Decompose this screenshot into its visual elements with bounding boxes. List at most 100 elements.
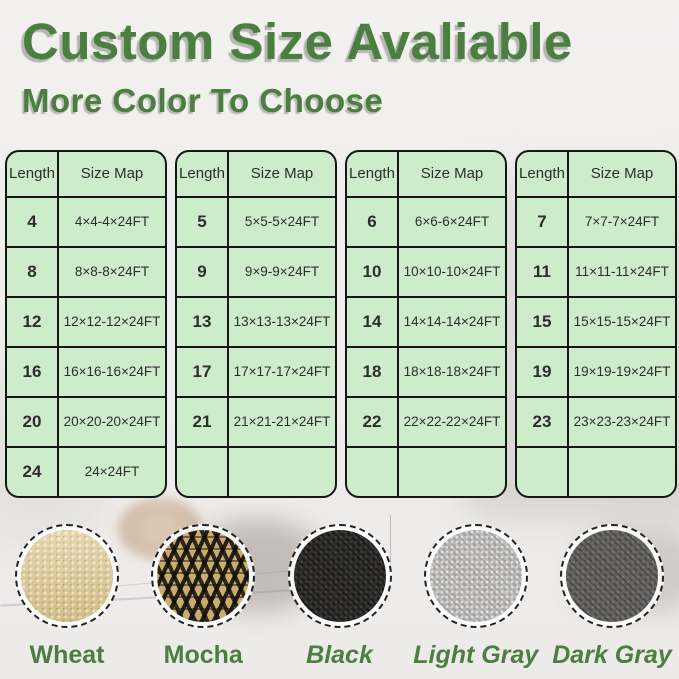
size-map-cell: 24×24FT: [57, 446, 165, 496]
size-map-cell: [567, 446, 675, 496]
swatch-wheat: Wheat: [8, 524, 126, 670]
size-map-cell: 15×15-15×24FT: [567, 296, 675, 346]
table-row: 18 18×18-18×24FT: [347, 346, 505, 396]
light-gray-fabric-circle: [429, 530, 522, 622]
size-map-cell: 4×4-4×24FT: [57, 196, 165, 246]
size-map-column-header: Size Map: [227, 152, 335, 196]
table-row: 24 24×24FT: [7, 446, 165, 496]
length-cell: 19: [517, 346, 567, 396]
length-cell: [177, 446, 227, 496]
length-cell: 24: [7, 446, 57, 496]
size-map-column-header: Size Map: [567, 152, 675, 196]
light-gray-swatch-ring: [423, 524, 528, 628]
length-cell: 12: [7, 296, 57, 346]
table-row: 14 14×14-14×24FT: [347, 296, 505, 346]
length-cell: 11: [517, 246, 567, 296]
length-cell: 18: [347, 346, 397, 396]
length-column-header: Length: [9, 165, 55, 183]
dark-gray-swatch-ring: [560, 524, 664, 628]
size-tables: Length Size Map 4 4×4-4×24FT 8 8×8-8×24FT 12 12…: [5, 150, 677, 498]
size-map-cell: 12×12-12×24FT: [57, 296, 165, 346]
length-cell: 21: [177, 396, 227, 446]
size-map-cell: [397, 446, 505, 496]
length-cell: 22: [347, 396, 397, 446]
table-row: 9 9×9-9×24FT: [177, 246, 335, 296]
wheat-fabric-circle: [21, 530, 113, 622]
table-row: 23 23×23-23×24FT: [517, 396, 675, 446]
table-header-row: Length Size Map: [517, 152, 675, 196]
wheat-label: Wheat: [29, 641, 105, 669]
table-row: 22 22×22-22×24FT: [347, 396, 505, 446]
mocha-swatch-ring: [151, 524, 256, 628]
size-table-1: Length Size Map 4 4×4-4×24FT 8 8×8-8×24FT 12 12…: [5, 150, 167, 498]
table-row: [517, 446, 675, 496]
table-row: [347, 446, 505, 496]
page-title: Custom Size Avaliable: [22, 13, 573, 70]
table-row: 12 12×12-12×24FT: [7, 296, 165, 346]
length-cell: 23: [517, 396, 567, 446]
length-cell: 6: [347, 196, 397, 246]
mocha-label: Mocha: [163, 641, 243, 669]
size-map-cell: 19×19-19×24FT: [567, 346, 675, 396]
size-table-2: Length Size Map 5 5×5-5×24FT 9 9×9-9×24FT 13 13…: [175, 150, 337, 498]
size-map-column-header: Size Map: [57, 152, 165, 196]
size-map-column-header: Size Map: [397, 152, 505, 196]
length-cell: 10: [347, 246, 397, 296]
table-row: 6 6×6-6×24FT: [347, 196, 505, 246]
mocha-fabric-circle: [157, 530, 250, 622]
size-map-cell: 16×16-16×24FT: [57, 346, 165, 396]
table-row: 13 13×13-13×24FT: [177, 296, 335, 346]
size-map-cell: 23×23-23×24FT: [567, 396, 675, 446]
size-map-cell: 6×6-6×24FT: [397, 196, 505, 246]
size-table-3: Length Size Map 6 6×6-6×24FT 10 10×10-10×24FT…: [345, 150, 507, 498]
table-header-row: Length Size Map: [177, 152, 335, 196]
size-map-cell: 8×8-8×24FT: [57, 246, 165, 296]
size-map-cell: 21×21-21×24FT: [227, 396, 335, 446]
table-row: 19 19×19-19×24FT: [517, 346, 675, 396]
size-map-cell: 18×18-18×24FT: [397, 346, 505, 396]
size-map-cell: 20×20-20×24FT: [57, 396, 165, 446]
page-subtitle: More Color To Choose: [22, 82, 384, 119]
length-cell: [347, 446, 397, 496]
length-cell: [517, 446, 567, 496]
size-map-cell: 22×22-22×24FT: [397, 396, 505, 446]
black-swatch-ring: [287, 524, 392, 628]
table-row: 8 8×8-8×24FT: [7, 246, 165, 296]
black-fabric-circle: [293, 530, 386, 622]
length-cell: 5: [177, 196, 227, 246]
size-map-cell: 17×17-17×24FT: [227, 346, 335, 396]
table-row: 7 7×7-7×24FT: [517, 196, 675, 246]
table-row: [177, 446, 335, 496]
table-row: 20 20×20-20×24FT: [7, 396, 165, 446]
dark-gray-label: Dark Gray: [552, 641, 672, 669]
table-row: 15 15×15-15×24FT: [517, 296, 675, 346]
wheat-swatch-ring: [15, 524, 119, 628]
length-column-header: Length: [519, 165, 565, 183]
size-map-cell: 5×5-5×24FT: [227, 196, 335, 246]
size-map-cell: 9×9-9×24FT: [227, 246, 335, 296]
length-cell: 4: [7, 196, 57, 246]
length-cell: 14: [347, 296, 397, 346]
swatch-dark-gray: Dark Gray: [552, 524, 672, 670]
size-map-cell: 11×11-11×24FT: [567, 246, 675, 296]
swatch-black: Black: [281, 524, 399, 670]
black-label: Black: [306, 641, 373, 669]
table-row: 5 5×5-5×24FT: [177, 196, 335, 246]
dark-gray-fabric-circle: [566, 530, 658, 622]
length-cell: 9: [177, 246, 227, 296]
length-cell: 8: [7, 246, 57, 296]
size-table-4: Length Size Map 7 7×7-7×24FT 11 11×11-11×24FT…: [515, 150, 677, 498]
size-map-cell: 10×10-10×24FT: [397, 246, 505, 296]
length-column-header: Length: [179, 165, 225, 183]
size-map-cell: 14×14-14×24FT: [397, 296, 505, 346]
size-map-cell: [227, 446, 335, 496]
length-cell: 13: [177, 296, 227, 346]
length-cell: 20: [7, 396, 57, 446]
table-row: 4 4×4-4×24FT: [7, 196, 165, 246]
swatch-light-gray: Light Gray: [413, 524, 538, 670]
table-row: 11 11×11-11×24FT: [517, 246, 675, 296]
length-cell: 16: [7, 346, 57, 396]
length-cell: 17: [177, 346, 227, 396]
table-row: 17 17×17-17×24FT: [177, 346, 335, 396]
size-map-cell: 7×7-7×24FT: [567, 196, 675, 246]
